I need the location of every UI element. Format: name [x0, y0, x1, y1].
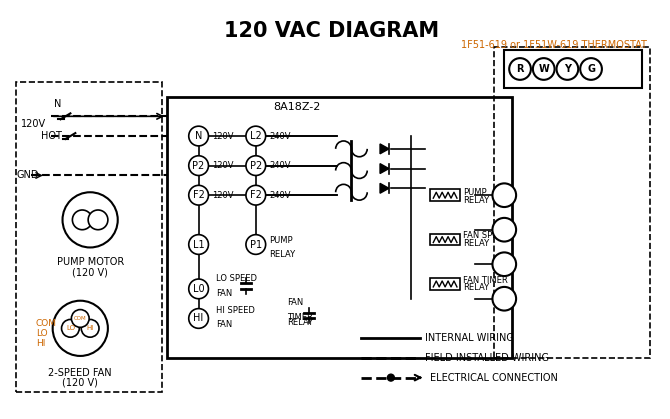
Text: L2: L2: [250, 131, 262, 141]
Circle shape: [492, 252, 516, 276]
Bar: [430, 234, 460, 246]
Text: COM: COM: [36, 319, 57, 328]
Circle shape: [189, 185, 208, 205]
Text: G: G: [500, 294, 509, 304]
Text: W: W: [498, 225, 511, 235]
Text: R: R: [517, 64, 524, 74]
Text: F2: F2: [250, 190, 262, 200]
Text: L1: L1: [193, 240, 204, 249]
Circle shape: [81, 319, 99, 337]
Text: FAN TIMER: FAN TIMER: [463, 276, 508, 285]
Circle shape: [509, 58, 531, 80]
Text: FAN: FAN: [216, 321, 232, 329]
Text: FIELD INSTALLED WIRING: FIELD INSTALLED WIRING: [425, 353, 549, 363]
Circle shape: [580, 58, 602, 80]
Text: HI SPEED: HI SPEED: [216, 305, 255, 315]
Polygon shape: [380, 144, 389, 154]
Bar: [430, 189, 460, 201]
Text: LO SPEED: LO SPEED: [216, 274, 257, 283]
Text: FAN: FAN: [216, 289, 232, 298]
Text: HI: HI: [36, 339, 46, 348]
Circle shape: [88, 210, 108, 230]
Bar: [430, 278, 460, 290]
Text: TIMER: TIMER: [287, 313, 313, 321]
Circle shape: [387, 374, 395, 381]
Text: 240V: 240V: [269, 191, 291, 200]
Circle shape: [62, 192, 118, 248]
Bar: [494, 47, 650, 358]
Circle shape: [246, 185, 265, 205]
Text: N: N: [195, 131, 202, 141]
Text: HOT: HOT: [41, 131, 62, 141]
Text: LO: LO: [66, 325, 75, 331]
Text: RELAY: RELAY: [463, 283, 489, 292]
Text: P2: P2: [192, 160, 205, 171]
Text: 120V: 120V: [212, 191, 234, 200]
Text: P2: P2: [250, 160, 262, 171]
Text: 120V: 120V: [21, 119, 46, 129]
Text: G: G: [587, 64, 595, 74]
Circle shape: [189, 235, 208, 254]
Text: HI: HI: [194, 313, 204, 323]
Bar: [505, 50, 643, 88]
Circle shape: [72, 310, 89, 327]
Text: P1: P1: [250, 240, 262, 249]
Text: COM: COM: [74, 316, 86, 321]
Text: HI: HI: [86, 325, 94, 331]
Circle shape: [557, 58, 578, 80]
Text: PUMP: PUMP: [269, 235, 293, 245]
Text: LO: LO: [36, 329, 48, 338]
Circle shape: [53, 301, 108, 356]
Text: 120V: 120V: [212, 132, 234, 140]
Text: F2: F2: [193, 190, 204, 200]
Text: 2-SPEED FAN: 2-SPEED FAN: [48, 368, 112, 378]
Text: RELAY: RELAY: [269, 251, 295, 259]
Circle shape: [246, 156, 265, 176]
Circle shape: [492, 287, 516, 310]
Text: GND: GND: [16, 171, 39, 181]
Bar: [167, 97, 512, 358]
Circle shape: [533, 58, 555, 80]
Text: L0: L0: [193, 284, 204, 294]
Circle shape: [246, 235, 265, 254]
Circle shape: [189, 156, 208, 176]
Circle shape: [189, 279, 208, 299]
Text: RELAY: RELAY: [463, 196, 489, 204]
Text: FAN: FAN: [287, 297, 304, 307]
Text: Y: Y: [500, 259, 509, 269]
Text: 240V: 240V: [269, 132, 291, 140]
Circle shape: [62, 319, 79, 337]
Text: (120 V): (120 V): [72, 267, 108, 277]
Bar: [16, 82, 162, 393]
Text: ELECTRICAL CONNECTION: ELECTRICAL CONNECTION: [430, 372, 558, 383]
Text: 120V: 120V: [212, 161, 234, 170]
Circle shape: [492, 184, 516, 207]
Text: RELAY: RELAY: [287, 318, 314, 328]
Text: RELAY: RELAY: [463, 239, 489, 248]
Text: Y: Y: [564, 64, 571, 74]
Polygon shape: [380, 164, 389, 173]
Circle shape: [189, 309, 208, 328]
Polygon shape: [380, 184, 389, 193]
Text: 1F51-619 or 1F51W-619 THERMOSTAT: 1F51-619 or 1F51W-619 THERMOSTAT: [461, 40, 647, 50]
Text: PUMP MOTOR: PUMP MOTOR: [56, 257, 124, 267]
Circle shape: [246, 126, 265, 146]
Circle shape: [72, 210, 92, 230]
Text: N: N: [54, 99, 61, 109]
Circle shape: [492, 218, 516, 241]
Text: 120 VAC DIAGRAM: 120 VAC DIAGRAM: [224, 21, 440, 41]
Text: 240V: 240V: [269, 161, 291, 170]
Circle shape: [189, 126, 208, 146]
Text: FAN SPEED: FAN SPEED: [463, 231, 509, 240]
Text: PUMP: PUMP: [463, 188, 486, 197]
Text: INTERNAL WIRING: INTERNAL WIRING: [425, 333, 515, 343]
Text: R: R: [500, 190, 509, 200]
Text: W: W: [539, 64, 549, 74]
Text: (120 V): (120 V): [62, 378, 98, 388]
Text: 8A18Z-2: 8A18Z-2: [273, 101, 321, 111]
